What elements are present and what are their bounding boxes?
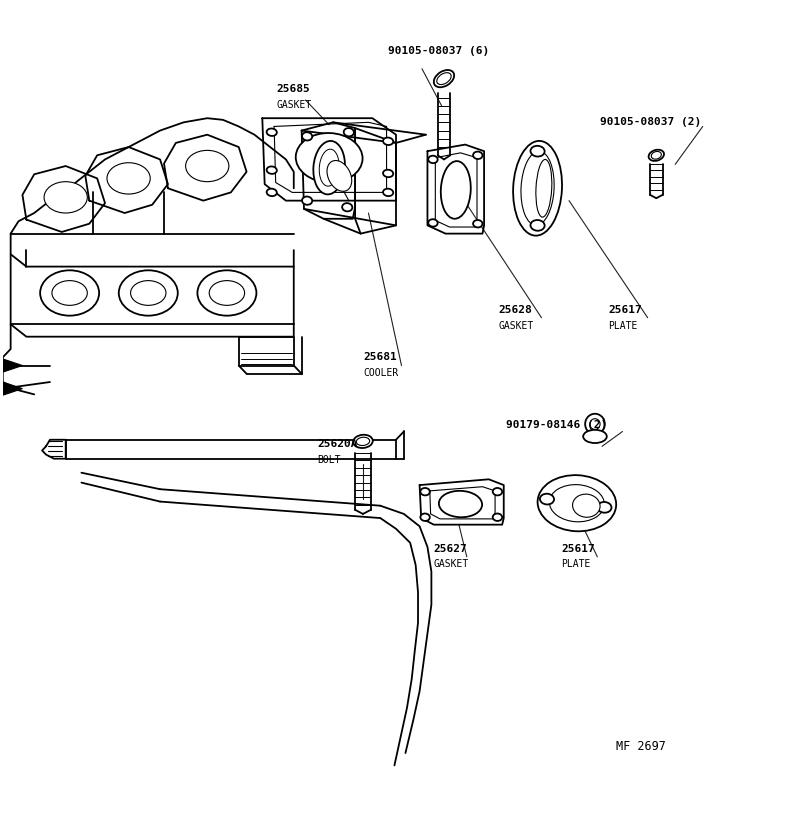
Ellipse shape [356, 437, 370, 446]
Ellipse shape [651, 151, 661, 159]
Ellipse shape [473, 220, 482, 227]
Ellipse shape [319, 149, 339, 186]
Ellipse shape [267, 166, 277, 173]
Ellipse shape [131, 281, 166, 305]
Ellipse shape [434, 70, 454, 87]
Ellipse shape [597, 502, 611, 513]
Text: 25681: 25681 [363, 352, 397, 362]
Ellipse shape [538, 475, 616, 531]
Ellipse shape [590, 418, 600, 429]
Text: GASKET: GASKET [276, 100, 312, 110]
Text: 90105-08037 (6): 90105-08037 (6) [388, 46, 489, 56]
Ellipse shape [185, 150, 229, 182]
Ellipse shape [473, 152, 482, 159]
Ellipse shape [493, 514, 502, 521]
Ellipse shape [383, 188, 394, 196]
Ellipse shape [513, 141, 562, 236]
Ellipse shape [436, 73, 451, 85]
Ellipse shape [428, 156, 438, 164]
Text: 25620A: 25620A [318, 439, 358, 449]
Ellipse shape [421, 488, 430, 496]
Ellipse shape [107, 163, 150, 194]
Ellipse shape [421, 514, 430, 521]
Ellipse shape [540, 494, 554, 505]
Ellipse shape [267, 188, 277, 196]
Ellipse shape [531, 146, 545, 157]
Ellipse shape [52, 281, 87, 305]
Ellipse shape [314, 141, 345, 194]
Ellipse shape [583, 430, 607, 443]
Ellipse shape [441, 161, 470, 219]
Text: 25685: 25685 [276, 85, 310, 95]
Ellipse shape [295, 133, 363, 183]
Text: 25628: 25628 [498, 305, 532, 315]
Text: 90105-08037 (2): 90105-08037 (2) [600, 117, 702, 127]
Text: COOLER: COOLER [363, 368, 398, 378]
Ellipse shape [40, 271, 99, 315]
Text: 25617: 25617 [608, 305, 642, 315]
Ellipse shape [585, 414, 605, 434]
Ellipse shape [209, 281, 245, 305]
Ellipse shape [119, 271, 177, 315]
Ellipse shape [383, 138, 394, 145]
Ellipse shape [327, 160, 352, 191]
Text: BOLT: BOLT [318, 455, 341, 465]
Ellipse shape [353, 435, 373, 448]
Ellipse shape [342, 203, 352, 212]
Ellipse shape [302, 197, 312, 205]
Ellipse shape [44, 182, 87, 213]
Text: PLATE: PLATE [562, 559, 591, 569]
Ellipse shape [493, 488, 502, 496]
Text: 25617: 25617 [562, 544, 595, 554]
Ellipse shape [197, 271, 257, 315]
Ellipse shape [550, 485, 604, 522]
Text: 25627: 25627 [434, 544, 467, 554]
Ellipse shape [573, 494, 600, 517]
Ellipse shape [521, 151, 554, 225]
Polygon shape [3, 359, 22, 372]
Text: GASKET: GASKET [434, 559, 469, 569]
Text: MF 2697: MF 2697 [616, 740, 666, 753]
Ellipse shape [439, 491, 482, 517]
Ellipse shape [302, 132, 312, 140]
Text: GASKET: GASKET [498, 321, 534, 331]
Ellipse shape [344, 128, 354, 136]
Ellipse shape [649, 149, 664, 161]
Ellipse shape [267, 129, 277, 136]
Text: 90179-08146 (2): 90179-08146 (2) [506, 420, 607, 430]
Ellipse shape [428, 219, 438, 227]
Text: PLATE: PLATE [608, 321, 638, 331]
Ellipse shape [536, 159, 552, 217]
Polygon shape [3, 382, 22, 395]
Ellipse shape [531, 220, 545, 231]
Ellipse shape [383, 169, 394, 177]
